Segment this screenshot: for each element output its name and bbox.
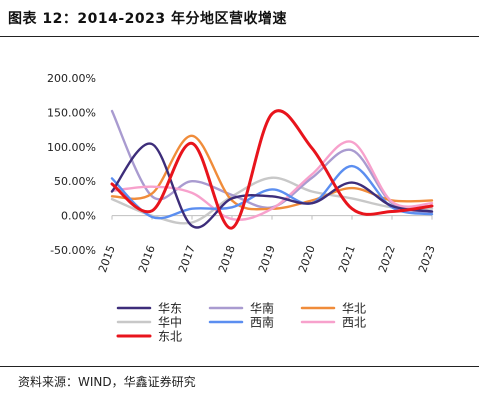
x-tick-label: 2016 (136, 244, 158, 275)
legend-label: 华中 (158, 315, 182, 330)
y-tick-label: 50.00% (54, 175, 96, 188)
series-line-6 (110, 140, 434, 221)
x-tick-label: 2021 (336, 244, 358, 275)
y-axis: 200.00% 150.00% 100.00% 50.00% 0.00% -50.00% (47, 72, 96, 257)
y-tick-label: 0.00% (61, 210, 96, 223)
x-tick-label: 2023 (416, 244, 438, 275)
series-line-5 (110, 164, 434, 220)
title-rule (0, 36, 479, 37)
legend-label: 华南 (250, 301, 274, 316)
legend-label: 华东 (158, 302, 182, 316)
x-tick-label: 2018 (216, 244, 238, 275)
y-tick-label: 200.00% (47, 72, 96, 85)
x-tick-label: 2022 (376, 244, 398, 275)
legend-label: 西北 (342, 316, 366, 330)
figure-title: 图表 12：2014-2023 年分地区营收增速 (8, 11, 287, 27)
x-tick-label: 2015 (96, 244, 118, 275)
series-line-1 (110, 142, 434, 229)
y-tick-label: 100.00% (47, 141, 96, 154)
y-tick-label: -50.00% (50, 244, 96, 257)
x-axis: 2015 2016 2017 2018 2019 2020 2021 2022 2023 (96, 215, 438, 275)
series-line-2 (110, 109, 434, 214)
legend-label: 华北 (342, 302, 366, 316)
source-note: 资料来源：WIND，华鑫证券研究 (18, 375, 196, 389)
x-tick-label: 2019 (256, 244, 278, 275)
legend-label: 东北 (158, 330, 182, 344)
source-rule (0, 366, 479, 367)
line-chart: 200.00%150.00%100.00%50.00%0.00%-50.00% … (47, 72, 438, 344)
series-line-7 (110, 109, 434, 230)
series-line-4 (110, 176, 434, 225)
y-tick-label: 150.00% (47, 106, 96, 119)
x-tick-label: 2017 (176, 244, 198, 275)
legend-label: 西南 (250, 315, 274, 330)
x-tick-label: 2020 (296, 244, 318, 275)
series-layer (110, 109, 434, 230)
